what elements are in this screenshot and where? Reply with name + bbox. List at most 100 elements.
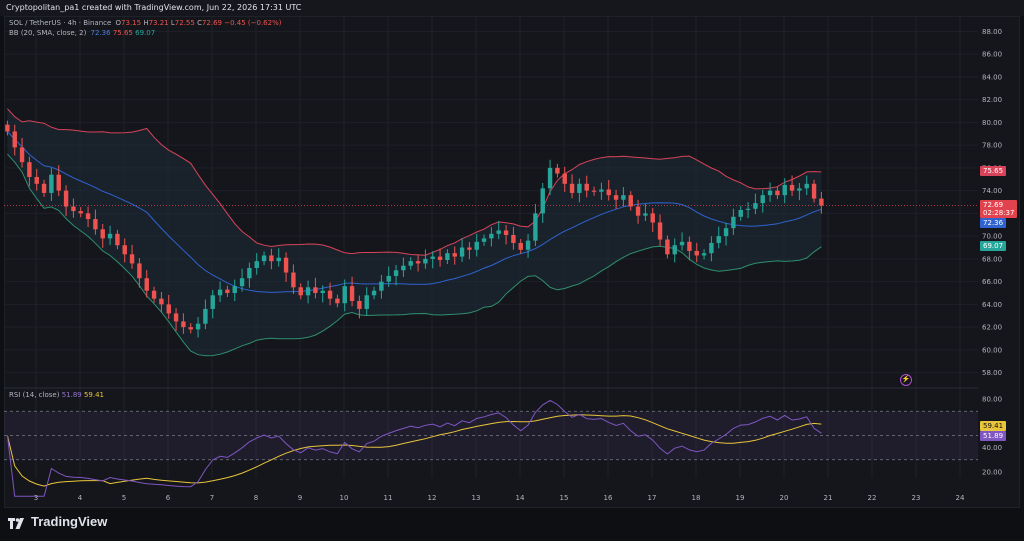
candle-body[interactable]	[173, 313, 179, 322]
candle-body[interactable]	[503, 230, 509, 235]
candle-body[interactable]	[305, 287, 311, 296]
candle-body[interactable]	[34, 176, 39, 184]
candle-body[interactable]	[217, 289, 223, 296]
candle-body[interactable]	[115, 233, 120, 246]
candle-body[interactable]	[371, 290, 377, 296]
candle-body[interactable]	[239, 278, 245, 287]
candle-body[interactable]	[569, 183, 575, 193]
candle-body[interactable]	[137, 263, 142, 279]
candle-body[interactable]	[335, 298, 340, 304]
candle-body[interactable]	[210, 295, 215, 309]
candle-body[interactable]	[555, 167, 560, 174]
candle-body[interactable]	[540, 188, 545, 214]
candle-body[interactable]	[159, 298, 164, 305]
candle-body[interactable]	[144, 278, 149, 291]
candle-body[interactable]	[599, 189, 604, 192]
candle-body[interactable]	[357, 300, 362, 309]
candle-body[interactable]	[85, 213, 91, 220]
candle-body[interactable]	[437, 256, 443, 261]
candle-body[interactable]	[628, 195, 633, 207]
time-axis[interactable]: 3 4 5 6 7 8 9 10 11 12 13 14 15 16 17 18 19 20 21 22 23 24	[34, 494, 965, 502]
candle-body[interactable]	[760, 195, 765, 204]
candle-body[interactable]	[613, 195, 619, 200]
candle-body[interactable]	[276, 257, 281, 262]
candle-body[interactable]	[804, 183, 809, 189]
candle-body[interactable]	[687, 241, 692, 251]
candle-body[interactable]	[401, 265, 406, 271]
candle-body[interactable]	[723, 228, 729, 237]
candle-body[interactable]	[533, 213, 538, 241]
candle-body[interactable]	[489, 233, 494, 239]
candle-body[interactable]	[71, 206, 76, 212]
rsi-legend[interactable]: RSI (14, close) 51.89 59.41	[9, 391, 104, 399]
candle-body[interactable]	[650, 213, 655, 223]
candle-body[interactable]	[78, 211, 83, 214]
candle-body[interactable]	[232, 286, 237, 293]
bb-lower-line[interactable]	[7, 153, 822, 357]
candle-body[interactable]	[188, 327, 193, 330]
candle-body[interactable]	[738, 209, 743, 217]
candle-body[interactable]	[415, 261, 421, 264]
candle-body[interactable]	[584, 183, 589, 191]
tradingview-logo[interactable]: TradingView	[8, 514, 107, 529]
candle-body[interactable]	[100, 229, 105, 239]
candle-body[interactable]	[525, 240, 531, 250]
candle-body[interactable]	[665, 239, 670, 255]
candle-body[interactable]	[547, 167, 553, 189]
candle-body[interactable]	[349, 286, 355, 301]
candle-body[interactable]	[129, 254, 135, 264]
candle-body[interactable]	[19, 147, 25, 163]
candle-body[interactable]	[291, 272, 296, 288]
candle-body[interactable]	[819, 198, 824, 206]
rsi-ma-line[interactable]	[6, 414, 822, 487]
candle-body[interactable]	[320, 290, 325, 293]
candle-body[interactable]	[225, 289, 230, 293]
candle-body[interactable]	[452, 253, 457, 257]
candle-body[interactable]	[694, 250, 699, 256]
candle-body[interactable]	[621, 195, 626, 200]
candle-body[interactable]	[393, 270, 399, 276]
candle-body[interactable]	[386, 275, 391, 282]
candle-body[interactable]	[511, 234, 516, 243]
candle-body[interactable]	[63, 190, 69, 207]
candle-body[interactable]	[701, 253, 707, 256]
candle-body[interactable]	[467, 247, 472, 250]
candle-body[interactable]	[93, 219, 98, 230]
candle-body[interactable]	[518, 242, 523, 250]
candle-body[interactable]	[247, 267, 252, 279]
candle-body[interactable]	[591, 190, 597, 192]
candle-body[interactable]	[203, 308, 208, 324]
bb-basis-line[interactable]	[7, 131, 822, 293]
candle-body[interactable]	[577, 183, 582, 193]
candles[interactable]	[5, 120, 824, 338]
bb-legend[interactable]: BB (20, SMA, close, 2) 72.36 75.65 69.07	[9, 29, 155, 37]
candle-body[interactable]	[254, 261, 259, 268]
candle-body[interactable]	[672, 245, 677, 255]
candle-body[interactable]	[298, 287, 303, 296]
candle-body[interactable]	[41, 183, 47, 193]
candle-body[interactable]	[430, 256, 435, 259]
candle-body[interactable]	[151, 290, 157, 299]
candle-body[interactable]	[474, 241, 479, 250]
candle-body[interactable]	[459, 247, 465, 257]
candle-body[interactable]	[27, 162, 32, 177]
bb-upper-line[interactable]	[7, 108, 822, 256]
candle-body[interactable]	[709, 242, 714, 254]
candle-body[interactable]	[789, 184, 795, 191]
candle-body[interactable]	[745, 208, 751, 210]
symbol-name[interactable]: SOL / TetherUS · 4h · Binance	[9, 19, 112, 27]
candle-body[interactable]	[767, 190, 773, 196]
candle-body[interactable]	[775, 190, 780, 196]
rsi-line[interactable]	[6, 399, 822, 497]
candle-body[interactable]	[269, 255, 274, 262]
candle-body[interactable]	[445, 253, 450, 261]
candle-body[interactable]	[107, 233, 113, 239]
candle-body[interactable]	[56, 174, 61, 191]
candle-body[interactable]	[342, 286, 347, 304]
candle-body[interactable]	[5, 124, 10, 132]
candle-body[interactable]	[496, 230, 501, 234]
candle-body[interactable]	[364, 295, 369, 309]
chart-canvas[interactable]: 3 4 5 6 7 8 9 10 11 12 13 14 15 16 17 18 19 20 21 22 23 24	[4, 16, 978, 506]
lightning-icon[interactable]: ⚡	[900, 374, 912, 386]
candle-body[interactable]	[562, 173, 567, 184]
